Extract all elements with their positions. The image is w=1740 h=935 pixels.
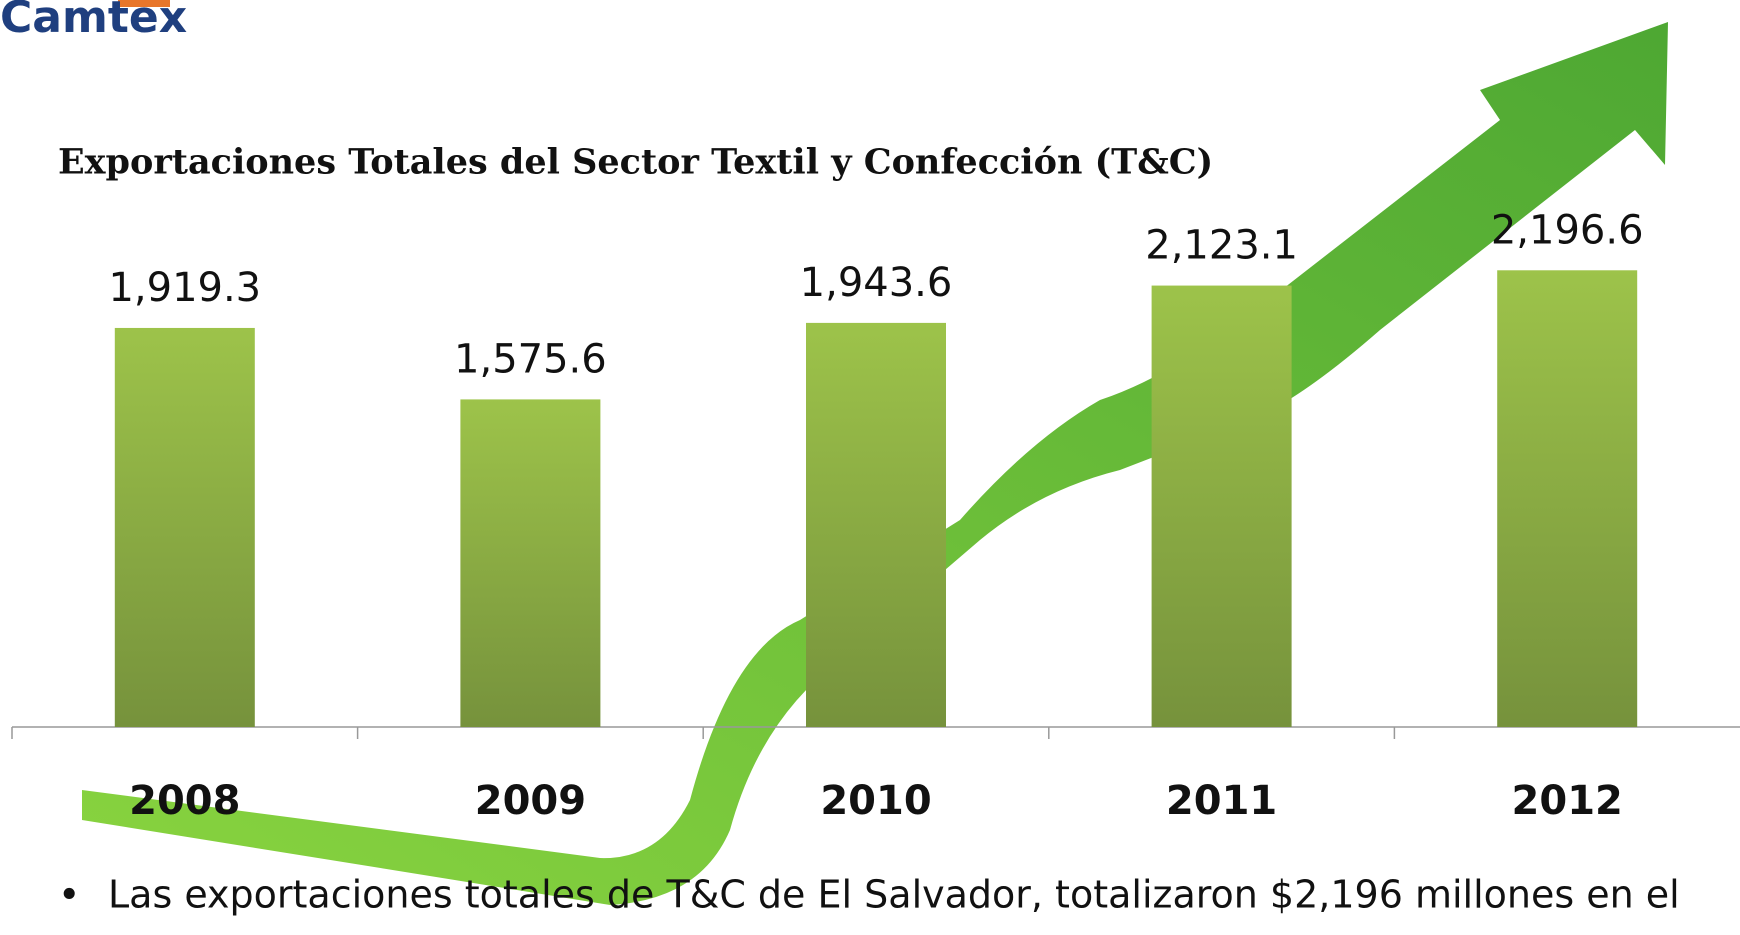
value-label: 2,196.6 <box>1491 207 1644 253</box>
page: {"logo": "Camtex", "chart_data": {"type"… <box>0 0 1740 935</box>
value-label: 1,919.3 <box>108 265 261 311</box>
value-label: 1,943.6 <box>800 260 953 306</box>
chart-title: Exportaciones Totales del Sector Textil … <box>58 142 1213 183</box>
logo: Camtex <box>0 0 187 43</box>
bullet-text: Las exportaciones totales de T&C de El S… <box>108 873 1680 917</box>
bullet-marker: • <box>58 873 80 917</box>
x-tick-label: 2011 <box>1166 778 1277 824</box>
bar <box>115 328 255 727</box>
value-label: 2,123.1 <box>1145 223 1298 269</box>
x-tick-label: 2009 <box>475 778 586 824</box>
bar <box>1152 286 1292 727</box>
x-tick-label: 2010 <box>820 778 931 824</box>
bar <box>460 399 600 727</box>
x-tick-label: 2012 <box>1512 778 1623 824</box>
bar <box>1497 270 1637 727</box>
value-label: 1,575.6 <box>454 336 607 382</box>
slide: Camtex Exportaciones Totales del Sector … <box>0 0 1740 935</box>
bar <box>806 323 946 727</box>
x-tick-label: 2008 <box>129 778 240 824</box>
